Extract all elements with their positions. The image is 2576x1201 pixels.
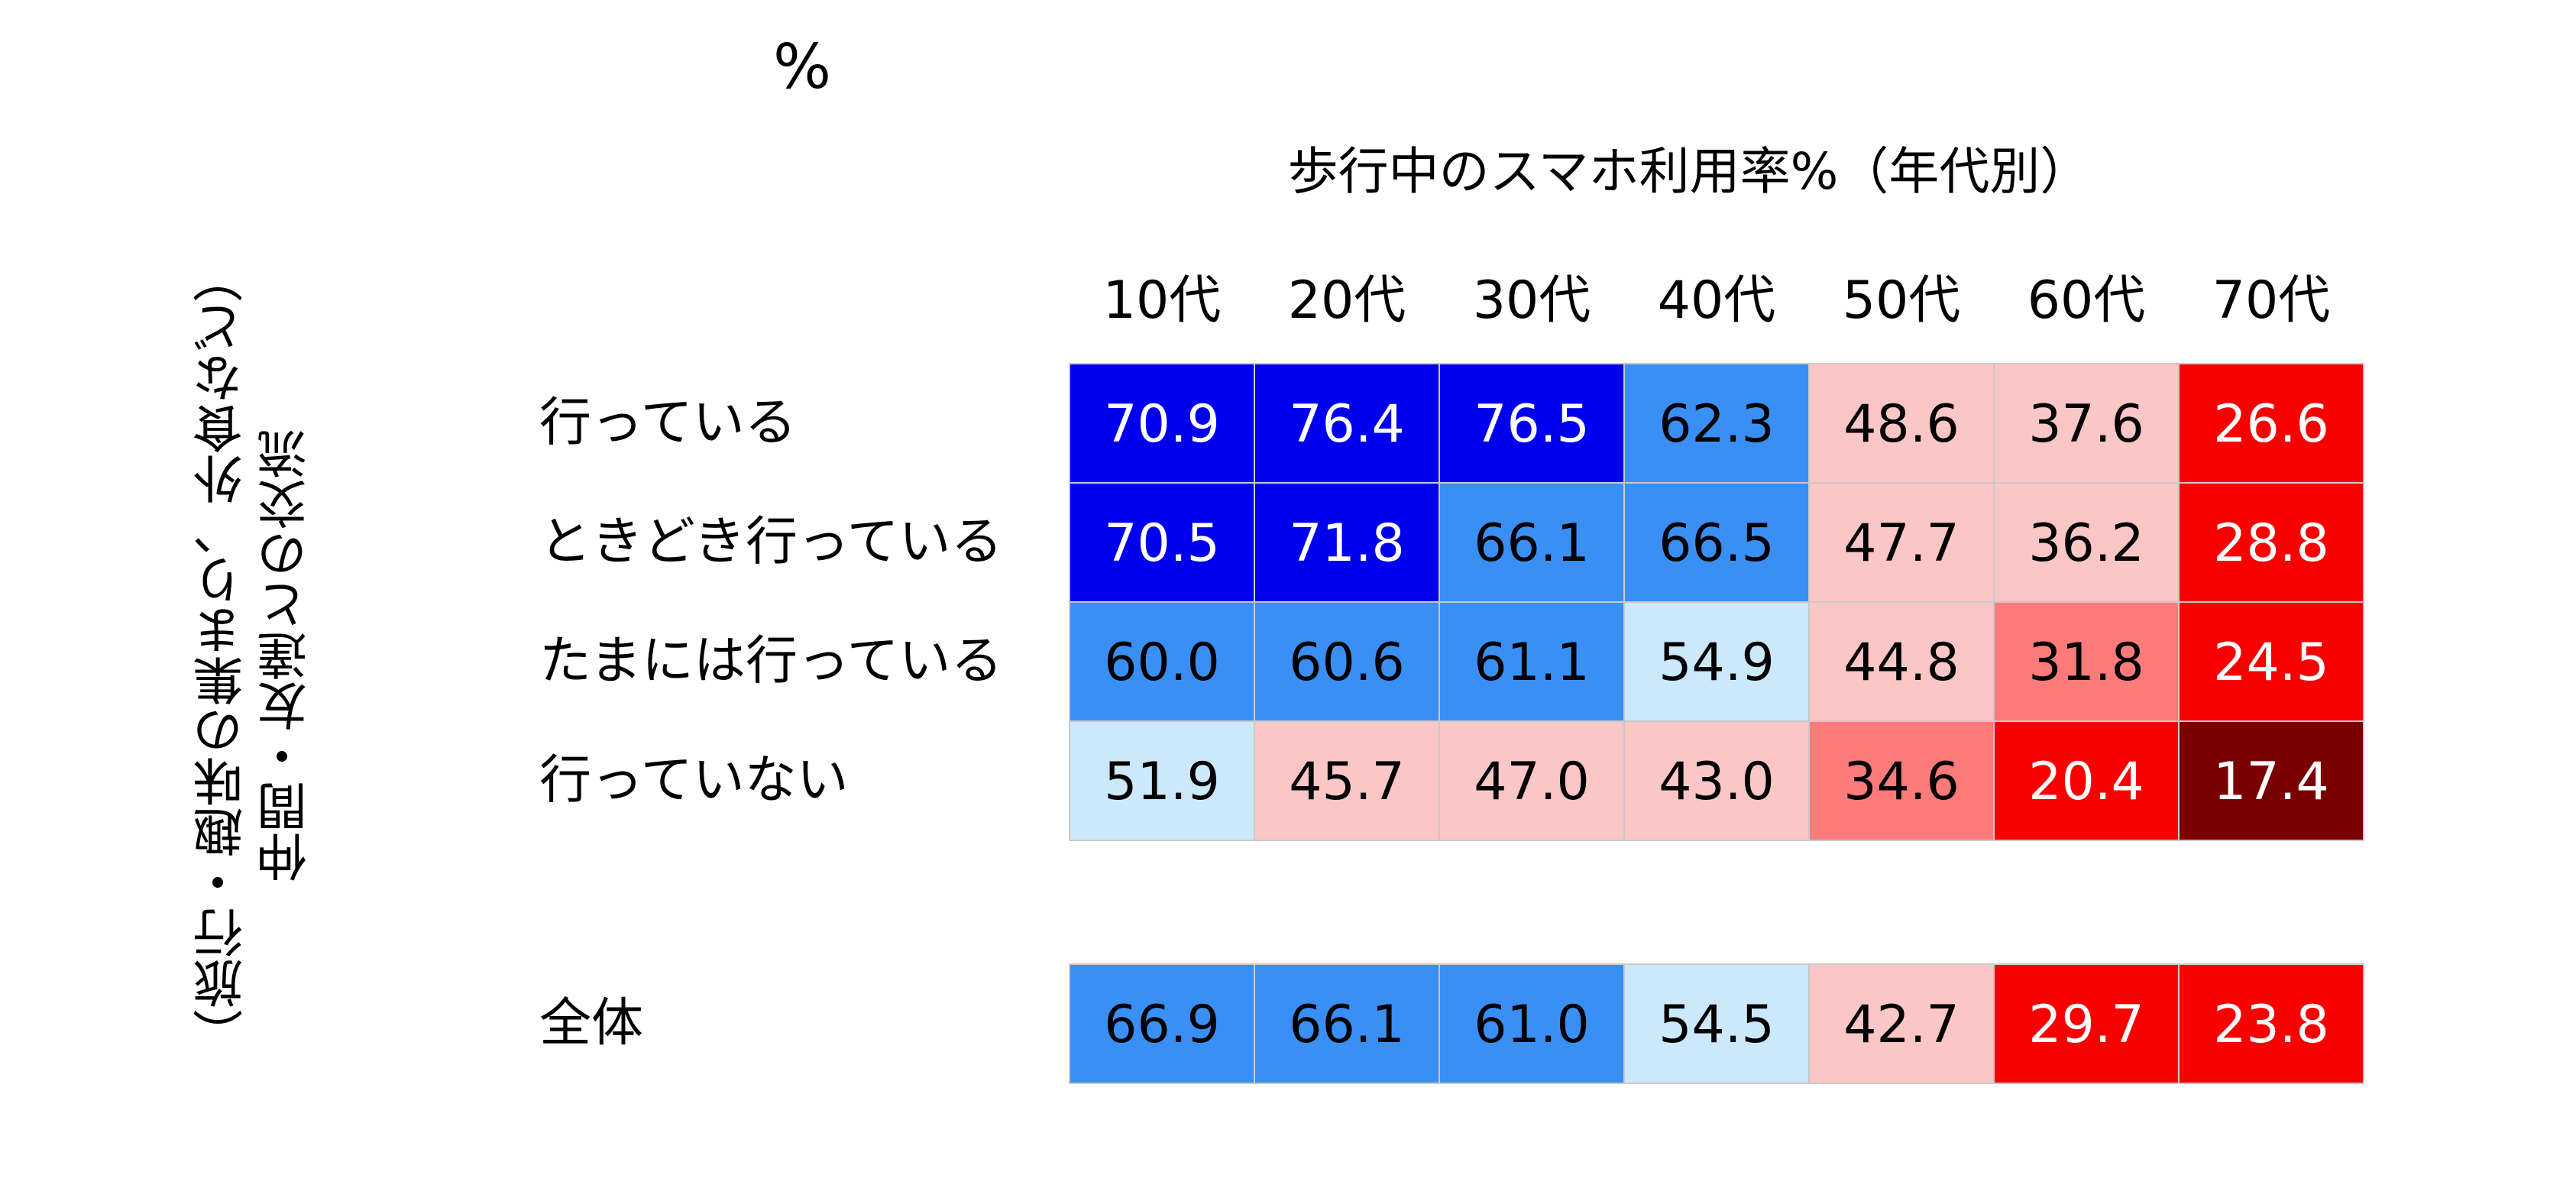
heatmap-r4-c6-value-label: 20.4: [2028, 752, 2144, 812]
heatmap-r1-c5-cell: [1808, 363, 1995, 484]
heatmap-r4-c5-cell: [1808, 720, 1995, 841]
heatmap-r3-c5-value-label: 44.8: [1843, 633, 1959, 693]
unit-label: %: [773, 31, 832, 102]
heatmap-r1-c4-cell: [1623, 363, 1810, 484]
column-header-40s: 40代: [1657, 270, 1776, 331]
heatmap-r2-c4-cell: [1623, 482, 1810, 603]
heatmap-total-c5-value-label: 42.7: [1843, 995, 1959, 1055]
heatmap-r3-c2-value-label: 60.6: [1289, 633, 1404, 693]
heatmap-r2-c6-cell: [1993, 482, 2180, 603]
heatmap-total-c7-cell: [2178, 963, 2364, 1084]
row-label-sometimes: ときどき行っている: [539, 512, 1003, 572]
heatmap-r1-c1-cell: [1069, 363, 1255, 484]
heatmap-r2-c7-cell: [2178, 482, 2364, 603]
heatmap-r4-c7-cell: [2178, 720, 2364, 841]
heatmap-r3-c1-value-label: 60.0: [1104, 633, 1219, 693]
heatmap-r1-c7-cell: [2178, 363, 2364, 484]
heatmap-r2-c7-value-label: 28.8: [2213, 513, 2328, 574]
column-header-20s: 20代: [1287, 270, 1406, 331]
heatmap-total-c6-value-label: 29.7: [2028, 995, 2144, 1055]
chart-title: 歩行中のスマホ利用率%（年代別）: [1287, 142, 2091, 201]
heatmap-total-c1-cell: [1069, 963, 1255, 1084]
heatmap-r4-c1-value-label: 51.9: [1104, 752, 1219, 812]
row-label-occasionally: たまには行っている: [539, 631, 1003, 691]
heatmap-r4-c3-cell: [1438, 720, 1625, 841]
heatmap-total-c1-value-label: 66.9: [1104, 995, 1219, 1055]
heatmap-r2-c3-value-label: 66.1: [1474, 513, 1589, 574]
heatmap-r4-c6-cell: [1993, 720, 2180, 841]
heatmap-r2-c1-cell: [1069, 482, 1255, 603]
column-header-50s: 50代: [1842, 270, 1961, 331]
heatmap-total-c4-cell: [1623, 963, 1810, 1084]
heatmap-r4-c2-value-label: 45.7: [1289, 752, 1404, 812]
heatmap-r1-c5-value-label: 48.6: [1843, 394, 1959, 455]
heatmap-total-c2-cell: [1254, 963, 1440, 1084]
heatmap-r1-c3-cell: [1438, 363, 1625, 484]
heatmap-r4-c4-cell: [1623, 720, 1810, 841]
heatmap-r1-c6-cell: [1993, 363, 2180, 484]
heatmap-r3-c6-cell: [1993, 601, 2180, 722]
heatmap-r2-c6-value-label: 36.2: [2028, 513, 2144, 574]
heatmap-total-c2-value-label: 66.1: [1289, 995, 1404, 1055]
heatmap-r1-c1-value-label: 70.9: [1104, 394, 1219, 455]
heatmap-r4-c3-value-label: 47.0: [1474, 752, 1589, 812]
heatmap-r1-c2-value-label: 76.4: [1289, 394, 1404, 455]
heatmap-r1-c4-value-label: 62.3: [1659, 394, 1774, 455]
heatmap-r2-c2-value-label: 71.8: [1289, 513, 1404, 574]
heatmap-total-c7-value-label: 23.8: [2213, 995, 2328, 1055]
row-label-total: 全体: [539, 993, 644, 1054]
heatmap-total-c3-value-label: 61.0: [1474, 995, 1589, 1055]
row-label-frequent: 行っている: [539, 393, 797, 453]
column-header-10s: 10代: [1102, 270, 1222, 331]
heatmap-r3-c2-cell: [1254, 601, 1440, 722]
heatmap-r2-c4-value-label: 66.5: [1659, 513, 1774, 574]
heatmap-total-c6-cell: [1993, 963, 2180, 1084]
column-header-70s: 70代: [2212, 270, 2331, 331]
heatmap-r3-c4-value-label: 54.9: [1659, 633, 1774, 693]
heatmap-r3-c6-value-label: 31.8: [2028, 633, 2144, 693]
column-header-30s: 30代: [1472, 270, 1591, 331]
heatmap-r2-c5-cell: [1808, 482, 1995, 603]
heatmap-total-c5-cell: [1808, 963, 1995, 1084]
heatmap-r2-c5-value-label: 47.7: [1843, 513, 1959, 574]
heatmap-r4-c1-cell: [1069, 720, 1255, 841]
heatmap-r3-c3-value-label: 61.1: [1474, 633, 1589, 693]
row-label-never: 行っていない: [539, 750, 849, 811]
heatmap-r4-c7-value-label: 17.4: [2213, 752, 2328, 812]
heatmap-r4-c5-value-label: 34.6: [1843, 752, 1959, 812]
heatmap-r2-c1-value-label: 70.5: [1104, 513, 1219, 574]
heatmap-r3-c3-cell: [1438, 601, 1625, 722]
heatmap-r3-c7-value-label: 24.5: [2213, 633, 2328, 693]
heatmap-r1-c3-value-label: 76.5: [1474, 394, 1589, 455]
heatmap-r4-c4-value-label: 43.0: [1659, 752, 1774, 812]
heatmap-r2-c3-cell: [1438, 482, 1625, 603]
heatmap-r1-c6-value-label: 37.6: [2028, 394, 2144, 455]
heatmap-r2-c2-cell: [1254, 482, 1440, 603]
heatmap-total-c4-value-label: 54.5: [1659, 995, 1774, 1055]
heatmap-r3-c7-cell: [2178, 601, 2364, 722]
heatmap-r3-c1-cell: [1069, 601, 1255, 722]
heatmap-r1-c7-value-label: 26.6: [2213, 394, 2328, 455]
column-header-60s: 60代: [2027, 270, 2146, 331]
